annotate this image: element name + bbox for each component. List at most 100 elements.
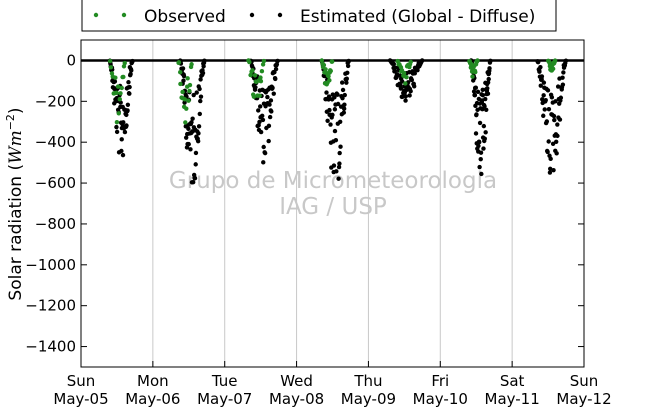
estimated-point-day2-46 <box>266 138 271 144</box>
x-tick-date-4: May-09 <box>341 390 396 408</box>
legend-estimated-marker-2 <box>277 12 283 18</box>
x-tick-date-0: May-05 <box>53 390 108 408</box>
estimated-point-day6-69 <box>563 58 569 63</box>
estimated-point-day1-56 <box>197 111 202 117</box>
y-tick-label-1: −200 <box>35 92 76 110</box>
estimated-point-day5-17 <box>473 131 479 136</box>
estimated-point-day2-63 <box>273 76 278 82</box>
estimated-point-day5-30 <box>477 164 482 170</box>
estimated-point-day3-18 <box>326 94 332 99</box>
estimated-point-day6-18 <box>542 107 547 112</box>
estimated-point-day5-29 <box>477 140 482 145</box>
estimated-point-day6-31 <box>548 166 553 171</box>
observed-point-day1-14 <box>187 88 192 94</box>
estimated-point-day3-69 <box>346 58 351 64</box>
legend-observed-label: Observed <box>144 7 226 27</box>
observed-point-day4-17 <box>408 59 413 65</box>
estimated-point-day4-52 <box>412 84 417 89</box>
legend-frame <box>81 0 557 32</box>
estimated-point-day6-20 <box>543 97 548 103</box>
estimated-point-day2-53 <box>269 109 274 114</box>
estimated-point-day5-61 <box>485 80 491 85</box>
estimated-point-day6-16 <box>541 80 547 85</box>
observed-point-day0-0 <box>107 58 113 64</box>
estimated-point-day6-30 <box>547 170 553 175</box>
estimated-point-day0-54 <box>125 108 130 113</box>
estimated-point-day2-32 <box>261 160 266 165</box>
estimated-point-day4-69 <box>419 58 425 63</box>
estimated-point-day4-34 <box>403 94 408 99</box>
estimated-point-day0-35 <box>119 148 124 154</box>
observed-point-day1-9 <box>183 120 188 125</box>
estimated-point-day3-37 <box>334 169 339 174</box>
estimated-point-day1-11 <box>181 73 187 79</box>
estimated-point-day5-41 <box>480 87 485 92</box>
estimated-point-day1-59 <box>198 94 204 99</box>
estimated-point-day6-46 <box>553 139 559 144</box>
watermark-line-2: IAG / USP <box>279 194 387 220</box>
estimated-point-day0-50 <box>124 112 129 118</box>
estimated-point-day0-33 <box>118 100 123 105</box>
estimated-point-day2-47 <box>266 123 272 129</box>
estimated-point-day2-69 <box>275 58 280 64</box>
estimated-point-day2-52 <box>268 98 274 103</box>
estimated-point-day0-41 <box>121 120 126 125</box>
estimated-point-day2-27 <box>258 129 264 135</box>
plot-area: Grupo de Micrometeorologia IAG / USP 0 −2… <box>25 39 612 408</box>
estimated-point-day1-17 <box>183 135 189 140</box>
observed-point-day2-12 <box>257 93 262 98</box>
estimated-point-day3-22 <box>328 122 333 127</box>
estimated-point-day1-38 <box>191 92 196 98</box>
estimated-point-day5-54 <box>484 107 489 112</box>
x-tick-day-3: Wed <box>280 372 313 390</box>
estimated-point-day1-55 <box>197 86 202 92</box>
estimated-point-day5-66 <box>487 66 492 71</box>
estimated-point-day1-32 <box>189 120 194 125</box>
estimated-point-day2-56 <box>270 85 275 91</box>
estimated-point-day2-22 <box>257 119 262 125</box>
y-tick-label-4: −800 <box>35 215 76 233</box>
estimated-point-day1-54 <box>196 124 202 129</box>
estimated-point-day2-33 <box>261 144 266 150</box>
estimated-point-day1-35 <box>190 116 195 121</box>
x-tick-day-4: Thu <box>353 372 382 390</box>
estimated-point-day3-45 <box>337 161 342 166</box>
estimated-point-day0-69 <box>130 58 135 64</box>
y-axis-label-exponent: −2 <box>4 114 17 130</box>
estimated-point-day6-63 <box>561 70 566 75</box>
estimated-point-day3-63 <box>344 80 349 85</box>
observed-point-day1-10 <box>184 106 189 111</box>
estimated-point-day6-25 <box>545 149 550 155</box>
x-tick-date-2: May-07 <box>197 390 252 408</box>
estimated-point-day6-23 <box>544 119 550 124</box>
estimated-point-day6-40 <box>551 113 557 119</box>
observed-point-day6-17 <box>552 58 558 63</box>
estimated-point-day6-38 <box>550 141 556 147</box>
estimated-point-day6-5 <box>537 69 542 74</box>
estimated-point-day2-12 <box>253 85 258 90</box>
estimated-point-day3-47 <box>337 119 343 124</box>
estimated-point-day5-63 <box>486 76 491 82</box>
estimated-point-day6-26 <box>545 88 551 93</box>
estimated-point-day2-65 <box>273 66 279 72</box>
estimated-point-day4-44 <box>408 89 413 94</box>
estimated-point-day5-60 <box>485 91 491 96</box>
estimated-point-day1-23 <box>186 126 191 132</box>
estimated-point-day0-46 <box>122 129 128 135</box>
estimated-point-day6-7 <box>538 64 543 70</box>
estimated-point-day6-15 <box>541 93 546 98</box>
estimated-point-day5-26 <box>476 143 481 149</box>
observed-point-day0-6 <box>113 75 118 80</box>
estimated-point-day6-39 <box>551 167 556 173</box>
estimated-point-day1-37 <box>190 180 196 185</box>
x-tick-date-5: May-10 <box>413 390 468 408</box>
y-tick-label-7: −1400 <box>25 338 76 356</box>
x-tick-day-5: Fri <box>431 372 449 390</box>
estimated-point-day1-8 <box>180 66 186 71</box>
estimated-point-day3-58 <box>342 102 347 107</box>
x-tick-date-7: May-12 <box>556 390 611 408</box>
estimated-point-day6-11 <box>539 74 545 79</box>
observed-point-day1-5 <box>180 89 185 95</box>
estimated-point-day5-58 <box>485 86 490 91</box>
observed-point-day3-3 <box>321 62 327 68</box>
